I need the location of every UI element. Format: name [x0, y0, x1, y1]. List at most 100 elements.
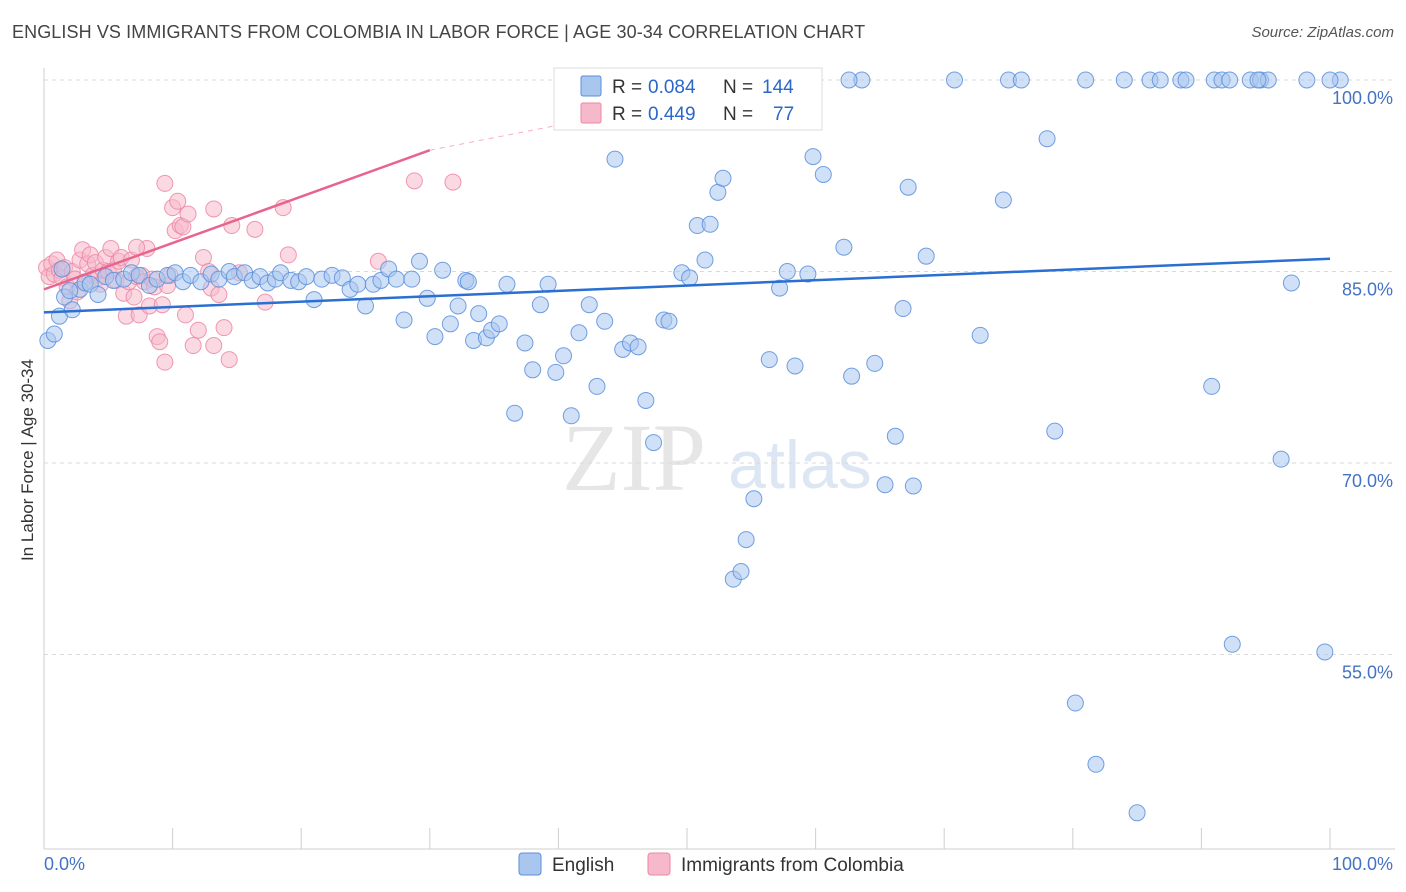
english-point: [771, 279, 789, 297]
english-point: [411, 252, 429, 270]
english-point: [588, 377, 606, 395]
english-point: [418, 289, 436, 307]
colombia-point: [169, 192, 187, 210]
english-point: [1272, 450, 1290, 468]
colombia-point: [156, 174, 174, 192]
english-point: [814, 165, 832, 183]
english-point: [61, 282, 79, 300]
english-point: [459, 273, 477, 291]
colombia-point: [189, 321, 207, 339]
english-point: [1221, 71, 1239, 89]
colombia-point: [179, 205, 197, 223]
y-tick-label: 100.0%: [1332, 88, 1393, 108]
english-point: [876, 476, 894, 494]
colombia-point: [405, 172, 423, 190]
english-point: [899, 178, 917, 196]
english-point: [547, 363, 565, 381]
english-point: [498, 275, 516, 293]
english-point: [403, 270, 421, 288]
english-point: [835, 238, 853, 256]
english-point: [971, 326, 989, 344]
legend-r-value-colombia: 0.449: [648, 104, 696, 125]
english-point: [1151, 71, 1169, 89]
english-point: [760, 351, 778, 369]
legend-r-label-colombia: R =: [612, 104, 642, 125]
bottom-legend-colombia: Immigrants from Colombia: [681, 855, 904, 876]
bottom-legend-swatch-english: [518, 852, 542, 876]
english-point: [516, 334, 534, 352]
colombia-point: [176, 306, 194, 324]
english-point: [580, 296, 598, 314]
y-tick-label: 85.0%: [1342, 280, 1393, 300]
english-point: [637, 391, 655, 409]
colombia-point: [220, 351, 238, 369]
english-point: [1177, 71, 1195, 89]
colombia-point: [153, 296, 171, 314]
english-point: [1282, 274, 1300, 292]
colombia-point: [215, 319, 233, 337]
colombia-point: [156, 353, 174, 371]
english-points: [39, 71, 1349, 822]
english-point: [645, 434, 663, 452]
english-point: [1321, 71, 1339, 89]
english-point: [570, 324, 588, 342]
english-point: [786, 357, 804, 375]
english-point: [629, 338, 647, 356]
english-point: [737, 531, 755, 549]
english-point: [555, 347, 573, 365]
english-point: [1115, 71, 1133, 89]
english-point: [130, 266, 148, 284]
english-point: [395, 311, 413, 329]
y-tick-label: 70.0%: [1342, 471, 1393, 491]
colombia-point: [205, 200, 223, 218]
english-point: [490, 315, 508, 333]
chart-source: Source: ZipAtlas.com: [1251, 24, 1394, 41]
english-point: [917, 247, 935, 265]
legend-swatch-colombia: [580, 102, 602, 124]
x-tick-label: 0.0%: [44, 854, 85, 874]
english-point: [732, 563, 750, 581]
english-point: [843, 367, 861, 385]
x-tick-labels: 0.0% 100.0%: [44, 854, 1393, 874]
english-point: [799, 265, 817, 283]
watermark: ZIP atlas: [562, 404, 872, 511]
legend-n-label-colombia: N =: [723, 104, 753, 125]
english-point: [745, 490, 763, 508]
legend-swatch-english: [580, 75, 602, 97]
y-tick-labels: 100.0% 85.0% 70.0% 55.0%: [1332, 88, 1393, 683]
colombia-point: [444, 173, 462, 191]
colombia-point: [246, 220, 264, 238]
english-point: [886, 427, 904, 445]
english-point: [1298, 71, 1316, 89]
english-point: [1087, 755, 1105, 773]
colombia-point: [205, 337, 223, 355]
english-point: [945, 71, 963, 89]
english-point: [562, 407, 580, 425]
watermark-zip: ZIP: [562, 404, 706, 511]
english-point: [714, 169, 732, 187]
legend-n-label-english: N =: [723, 77, 753, 98]
english-point: [297, 268, 315, 286]
english-point: [840, 71, 858, 89]
gridlines: [44, 79, 1395, 655]
english-point: [1046, 422, 1064, 440]
english-point: [606, 150, 624, 168]
english-point: [1128, 804, 1146, 822]
legend: R = 0.084 N = 144 R = 0.449 N = 77: [553, 67, 823, 131]
english-point: [449, 297, 467, 315]
bottom-legend-english: English: [552, 855, 614, 876]
legend-n-value-colombia: 77: [773, 104, 794, 125]
english-point: [1249, 71, 1267, 89]
english-point: [45, 325, 63, 343]
english-point: [660, 312, 678, 330]
colombia-point: [151, 333, 169, 351]
english-point: [53, 260, 71, 278]
bottom-legend: English Immigrants from Colombia: [518, 852, 904, 876]
english-point: [434, 261, 452, 279]
english-point: [778, 263, 796, 280]
x-tick-label: 100.0%: [1332, 854, 1393, 874]
english-point: [89, 285, 107, 303]
english-point: [894, 300, 912, 318]
axes: [43, 68, 1395, 850]
english-point: [681, 269, 699, 287]
